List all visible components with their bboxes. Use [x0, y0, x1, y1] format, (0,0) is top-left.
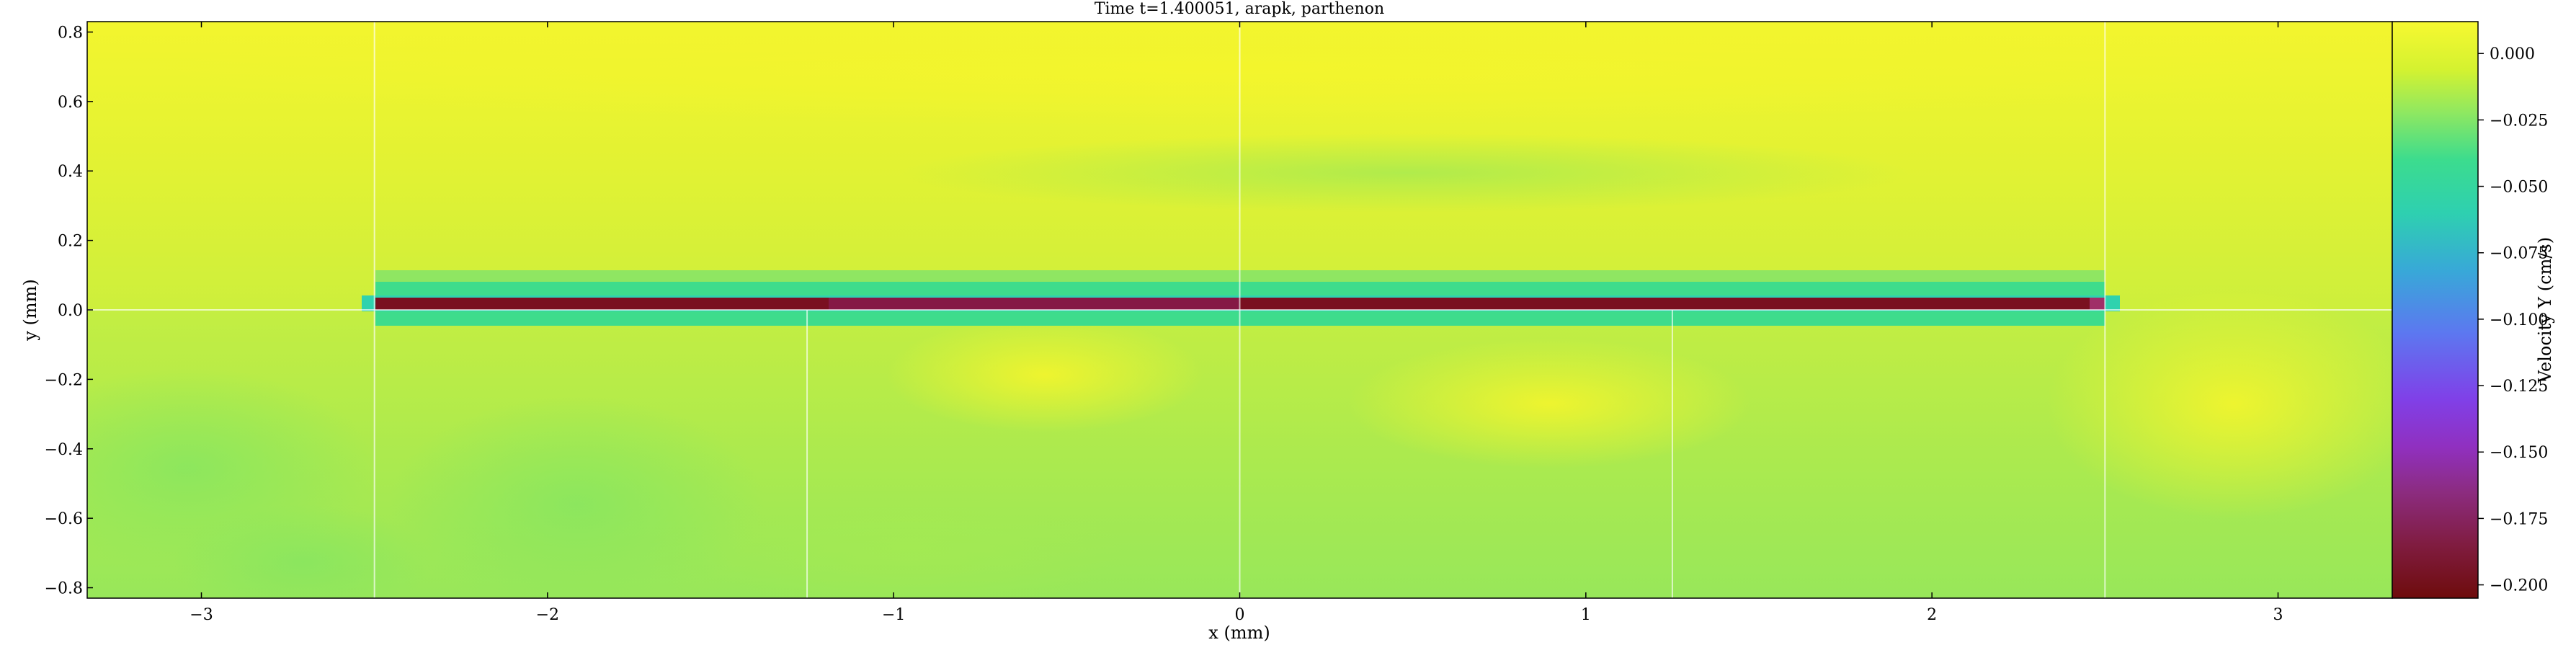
x-tick-label: 3: [2273, 606, 2283, 624]
x-tick-label: 2: [1927, 606, 1937, 624]
y-tick-label: −0.8: [45, 580, 83, 598]
field-blob: [389, 396, 764, 598]
y-tick-label: 0.2: [58, 233, 83, 251]
field-blob: [173, 504, 432, 598]
colorbar-tick-label: −0.025: [2490, 112, 2548, 130]
y-tick-label: 0.8: [58, 24, 83, 42]
strip-end-right: [2090, 298, 2105, 310]
field-blob: [886, 317, 1203, 432]
y-tick-label: 0.0: [58, 302, 83, 320]
colorbar-label: Velocity Y (cm/s): [2535, 237, 2555, 383]
x-tick-label: 0: [1235, 606, 1245, 624]
colorbar-tick-label: −0.050: [2490, 179, 2548, 197]
colorbar: [2392, 21, 2479, 599]
plot-area: [87, 22, 2392, 598]
field-blob: [144, 22, 2306, 126]
x-axis: −3 −2 −1 0 1 2 3: [190, 22, 2283, 624]
chart-title: Time t=1.400051, arapk, parthenon: [1095, 0, 1384, 18]
y-tick-label: −0.4: [45, 441, 83, 459]
colorbar-tick-label: −0.100: [2490, 311, 2548, 329]
x-tick-label: −2: [536, 606, 559, 624]
colorbar-tick-label: 0.000: [2490, 45, 2535, 63]
y-tick-label: −0.6: [45, 510, 83, 528]
colorbar-ticks: 0.000 −0.025 −0.050 −0.075 −0.100 −0.125 −0.15…: [2478, 45, 2548, 595]
y-axis-label: y (mm): [20, 279, 40, 341]
grid-lines: [87, 22, 2392, 598]
y-axis: −0.8 −0.6 −0.4 −0.2 0.0 0.2 0.4 0.6 0.8: [45, 24, 93, 598]
x-tick-label: −3: [190, 606, 213, 624]
strip-highlight: [829, 298, 1239, 310]
field-blob: [2046, 288, 2392, 519]
x-tick-label: 1: [1581, 606, 1591, 624]
y-tick-label: −0.2: [45, 371, 83, 389]
colorbar-tick-label: −0.200: [2490, 577, 2548, 595]
field-blob: [901, 133, 1909, 213]
colorbar-tick-label: −0.075: [2490, 245, 2548, 263]
y-tick-label: 0.4: [58, 163, 83, 181]
colorbar-tick-label: −0.175: [2490, 510, 2548, 528]
x-tick-label: −1: [882, 606, 905, 624]
colorbar-tick-label: −0.125: [2490, 378, 2548, 396]
colorbar-tick-label: −0.150: [2490, 444, 2548, 462]
x-axis-label: x (mm): [1208, 623, 1270, 643]
y-tick-label: 0.6: [58, 94, 83, 112]
field-blob: [1347, 339, 1751, 468]
field-blob: [692, 483, 1124, 598]
